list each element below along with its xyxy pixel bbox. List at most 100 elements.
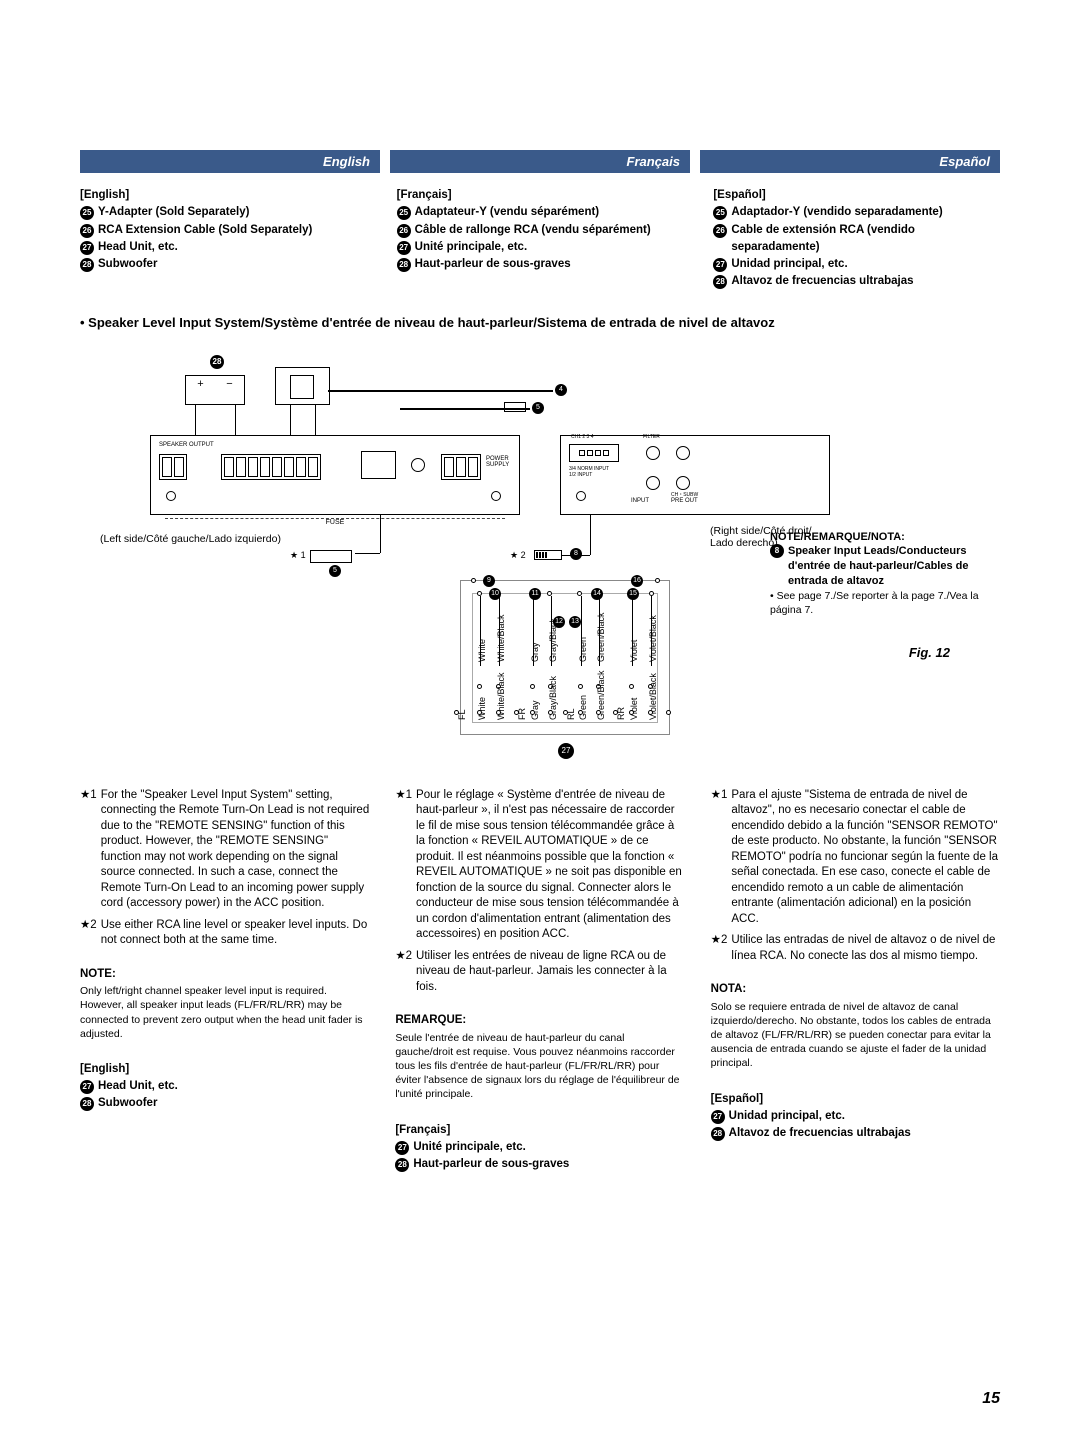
wire-violet: Violet xyxy=(629,639,639,661)
wiring-diagram: 28 + − 4 5 SPEAKER OUTPUT POWER SUPPLY C… xyxy=(80,340,1000,770)
legend-col-en: [English] 25Y-Adapter (Sold Separately) … xyxy=(80,187,367,291)
wire-green-black: Green/Black xyxy=(596,612,606,662)
star-icon: ★1 xyxy=(80,788,97,912)
body-text: Pour le réglage « Système d'entrée de ni… xyxy=(416,788,685,943)
num-circle: 27 xyxy=(395,1141,409,1155)
wire-gray: Gray xyxy=(530,642,540,662)
legend-col-fr: [Français] 25 Adaptateur-Y (vendu séparém… xyxy=(397,187,684,291)
body-columns: ★1For the "Speaker Level Input System" s… xyxy=(80,788,1000,1174)
circle-13: 13 xyxy=(569,616,581,628)
note-heading: NOTE: xyxy=(80,967,369,983)
legend-text: Haut-parleur de sous-graves xyxy=(413,1156,569,1173)
legend-text: Head Unit, etc. xyxy=(98,239,178,256)
star-icon: ★1 xyxy=(711,788,728,928)
legend-label-en: [English] xyxy=(80,187,367,204)
legend-text: Altavoz de frecuencias ultrabajas xyxy=(731,273,913,290)
wire-white-black: White/Black xyxy=(496,614,506,662)
circle-9: 9 xyxy=(483,575,495,587)
circle-28: 28 xyxy=(210,355,224,369)
battery-icon: + − xyxy=(185,375,245,405)
circle-4: 4 xyxy=(555,384,567,396)
figure-label: Fig. 12 xyxy=(909,645,950,660)
section-title: • Speaker Level Input System/Système d'e… xyxy=(80,315,1000,330)
legend-text: Adaptador-Y (vendido separadamente) xyxy=(731,204,942,221)
head-unit: 9 16 10 11 14 15 12 13 White Wh xyxy=(460,580,670,735)
input-label: INPUT xyxy=(631,498,649,504)
legend-text: Adaptateur-Y (vendu séparément) xyxy=(415,204,599,221)
wire-white: White xyxy=(477,696,487,719)
preout-label: PRE OUT xyxy=(671,498,698,504)
body-col-es: ★1Para el ajuste "Sistema de entrada de … xyxy=(711,788,1000,1174)
star-2-label: ★ 2 xyxy=(510,550,526,561)
legend-label-fr: [Français] xyxy=(397,187,684,204)
num-circle: 27 xyxy=(80,1080,94,1094)
bottom-legend-en: [English] 27Head Unit, etc. 28Subwoofer xyxy=(80,1061,369,1113)
num-circle: 25 xyxy=(713,206,727,220)
legend-col-es: [Español] 25 Adaptador-Y (vendido separad… xyxy=(713,187,1000,291)
legend-text: Unidad principal, etc. xyxy=(729,1108,845,1125)
legend-text: Unité principale, etc. xyxy=(415,239,527,256)
legend-text: Subwoofer xyxy=(98,256,157,273)
num-circle: 28 xyxy=(713,275,727,289)
body-text: Utilice las entradas de nivel de altavoz… xyxy=(731,933,1000,964)
connector-icon xyxy=(310,550,352,563)
star-1-label: ★ 1 xyxy=(290,550,306,561)
legend-text: Y-Adapter (Sold Separately) xyxy=(98,204,249,221)
lang-header-es: Español xyxy=(700,150,1000,173)
diagram-note: NOTE/REMARQUE/NOTA: 8 Speaker Input Lead… xyxy=(770,530,1000,618)
star-icon: ★2 xyxy=(80,918,97,949)
bl-label: [Français] xyxy=(395,1122,684,1139)
legend-text: Câble de rallonge RCA (vendu séparément) xyxy=(415,222,651,239)
circle-8: 8 xyxy=(570,548,582,560)
page-number: 15 xyxy=(982,1390,1000,1408)
note-heading: NOTA: xyxy=(711,982,1000,998)
num-circle: 28 xyxy=(80,258,94,272)
circle-14: 14 xyxy=(591,588,603,600)
note-bold: Speaker Input Leads/Conducteurs d'entrée… xyxy=(788,544,1000,589)
note-small: • See page 7./Se reporter à la page 7./V… xyxy=(770,589,1000,617)
circle-5: 5 xyxy=(532,402,544,414)
legend-text: Subwoofer xyxy=(98,1095,157,1112)
circle-27: 27 xyxy=(558,743,574,759)
num-circle: 28 xyxy=(397,258,411,272)
control-box xyxy=(361,451,396,479)
note-body: Only left/right channel speaker level in… xyxy=(80,984,369,1041)
num-circle: 27 xyxy=(397,241,411,255)
legend-label-es: [Español] xyxy=(713,187,1000,204)
fuse-label: FUSE xyxy=(165,518,505,526)
circle-16: 16 xyxy=(631,575,643,587)
top-legend: [English] 25Y-Adapter (Sold Separately) … xyxy=(80,187,1000,291)
legend-text: RCA Extension Cable (Sold Separately) xyxy=(98,222,312,239)
battery-plus: + xyxy=(197,378,203,390)
bottom-legend-es: [Español] 27Unidad principal, etc. 28Alt… xyxy=(711,1091,1000,1143)
wire-violet-black: Violet/Black xyxy=(648,615,658,662)
star-icon: ★1 xyxy=(395,788,412,943)
body-text: For the "Speaker Level Input System" set… xyxy=(101,788,370,912)
legend-text: Head Unit, etc. xyxy=(98,1078,178,1095)
wire xyxy=(328,390,553,392)
num-circle: 28 xyxy=(80,1097,94,1111)
power-supply-label: POWER SUPPLY xyxy=(486,456,509,468)
note-heading: REMARQUE: xyxy=(395,1013,684,1029)
note-head: NOTE/REMARQUE/NOTA: xyxy=(770,530,1000,545)
circle-11: 11 xyxy=(529,588,541,600)
legend-text: Altavoz de frecuencias ultrabajas xyxy=(729,1125,911,1142)
legend-text: Unidad principal, etc. xyxy=(731,256,847,273)
chsub-label: CH・SUBW xyxy=(671,491,698,498)
wire-green: Green xyxy=(578,694,588,719)
subwoofer-icon xyxy=(275,367,330,405)
battery-minus: − xyxy=(226,378,232,390)
connector-icon xyxy=(534,550,562,560)
body-text: Utiliser les entrées de niveau de ligne … xyxy=(416,949,685,996)
wire xyxy=(380,515,381,553)
num-circle: 25 xyxy=(397,206,411,220)
body-text: Para el ajuste "Sistema de entrada de ni… xyxy=(731,788,1000,928)
legend-text: Haut-parleur de sous-graves xyxy=(415,256,571,273)
lang-header-en: English xyxy=(80,150,380,173)
circle-15: 15 xyxy=(627,588,639,600)
fuse-icon xyxy=(504,402,526,412)
num-circle: 28 xyxy=(711,1127,725,1141)
amplifier-right: CH1 2 3 4 FILTER 3/4 NORM INPUT1/2 INPUT… xyxy=(560,435,830,515)
num-circle: 27 xyxy=(711,1110,725,1124)
speaker-output-label: SPEAKER OUTPUT xyxy=(159,442,214,448)
